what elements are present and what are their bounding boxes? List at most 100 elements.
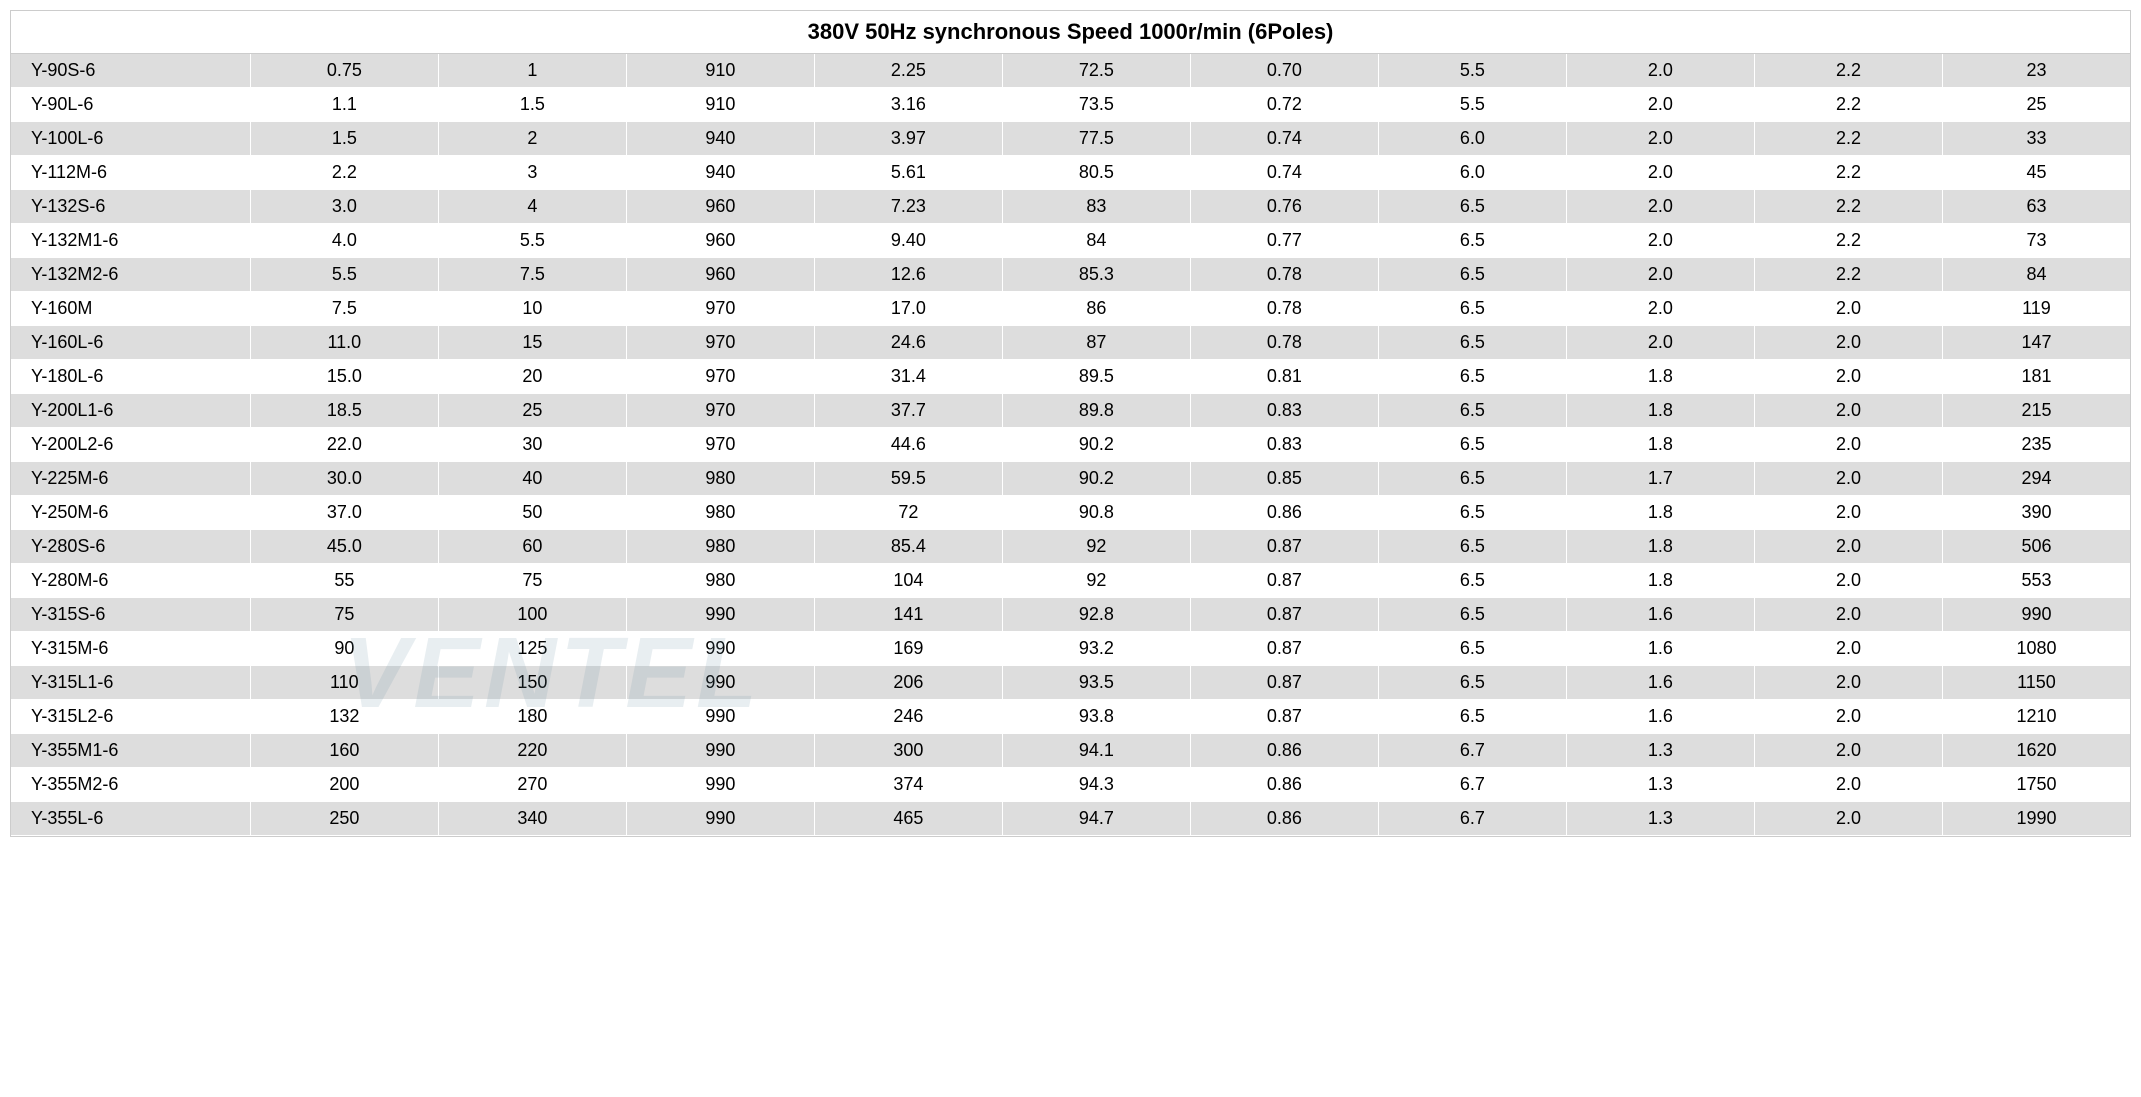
table-cell: 0.87 [1191,666,1379,699]
table-cell: 6.5 [1379,564,1567,597]
table-cell: 125 [439,632,627,665]
table-cell: 553 [1943,564,2130,597]
table-cell: 1080 [1943,632,2130,665]
table-cell: 246 [815,700,1003,733]
table-cell: Y-200L2-6 [11,428,251,461]
table-cell: 12.6 [815,258,1003,291]
table-row: Y-315L2-613218099024693.80.876.51.62.012… [11,700,2130,734]
table-cell: 6.5 [1379,224,1567,257]
table-cell: Y-225M-6 [11,462,251,495]
table-cell: 75 [251,598,439,631]
table-cell: 980 [627,496,815,529]
table-cell: 0.78 [1191,326,1379,359]
table-cell: 0.86 [1191,734,1379,767]
table-cell: Y-132M1-6 [11,224,251,257]
table-row: Y-280M-65575980104920.876.51.82.0553 [11,564,2130,598]
table-cell: 11.0 [251,326,439,359]
table-cell: 6.5 [1379,360,1567,393]
table-cell: 6.5 [1379,666,1567,699]
table-cell: 960 [627,258,815,291]
table-cell: 23 [1943,54,2130,87]
table-cell: 37.0 [251,496,439,529]
table-cell: 2.2 [251,156,439,189]
table-cell: 60 [439,530,627,563]
table-cell: 6.7 [1379,802,1567,835]
table-cell: 980 [627,564,815,597]
table-row: Y-250M-637.0509807290.80.866.51.82.0390 [11,496,2130,530]
table-row: Y-100L-61.529403.9777.50.746.02.02.233 [11,122,2130,156]
table-cell: Y-355L-6 [11,802,251,835]
table-cell: 119 [1943,292,2130,325]
table-cell: 20 [439,360,627,393]
table-cell: 3 [439,156,627,189]
table-cell: 0.74 [1191,122,1379,155]
table-cell: 1.8 [1567,394,1755,427]
table-cell: Y-315L2-6 [11,700,251,733]
table-cell: 6.5 [1379,258,1567,291]
table-row: Y-160L-611.01597024.6870.786.52.02.0147 [11,326,2130,360]
table-cell: 2.0 [1755,496,1943,529]
table-row: Y-160M7.51097017.0860.786.52.02.0119 [11,292,2130,326]
table-row: Y-200L1-618.52597037.789.80.836.51.82.02… [11,394,2130,428]
table-cell: Y-355M2-6 [11,768,251,801]
table-cell: 2.0 [1755,734,1943,767]
table-cell: 200 [251,768,439,801]
table-cell: 1.8 [1567,530,1755,563]
table-cell: 93.5 [1003,666,1191,699]
table-cell: Y-315S-6 [11,598,251,631]
table-cell: 1.6 [1567,598,1755,631]
table-cell: 6.5 [1379,496,1567,529]
motor-spec-table: 380V 50Hz synchronous Speed 1000r/min (6… [10,10,2131,837]
table-cell: 6.5 [1379,700,1567,733]
table-cell: 94.1 [1003,734,1191,767]
table-cell: 15.0 [251,360,439,393]
table-cell: 86 [1003,292,1191,325]
table-cell: 90.2 [1003,462,1191,495]
table-cell: 270 [439,768,627,801]
table-row: Y-315S-67510099014192.80.876.51.62.0990 [11,598,2130,632]
table-cell: 2.0 [1755,666,1943,699]
table-cell: 18.5 [251,394,439,427]
table-cell: 87 [1003,326,1191,359]
table-cell: 6.5 [1379,394,1567,427]
table-row: Y-315L1-611015099020693.50.876.51.62.011… [11,666,2130,700]
table-cell: Y-315L1-6 [11,666,251,699]
table-cell: 6.5 [1379,462,1567,495]
table-cell: 33 [1943,122,2130,155]
table-cell: 1.3 [1567,802,1755,835]
table-cell: 1.8 [1567,428,1755,461]
table-cell: 2.0 [1567,156,1755,189]
table-cell: 2.0 [1755,462,1943,495]
table-cell: 89.8 [1003,394,1191,427]
table-cell: 980 [627,530,815,563]
table-cell: 2.0 [1755,428,1943,461]
table-cell: 0.87 [1191,632,1379,665]
table-cell: 0.74 [1191,156,1379,189]
table-cell: 63 [1943,190,2130,223]
table-cell: 2.0 [1755,360,1943,393]
table-cell: 2.0 [1755,394,1943,427]
table-cell: 1.3 [1567,734,1755,767]
table-cell: Y-315M-6 [11,632,251,665]
table-cell: 960 [627,224,815,257]
table-cell: 100 [439,598,627,631]
table-cell: 0.85 [1191,462,1379,495]
table-cell: 2.2 [1755,54,1943,87]
table-cell: 910 [627,88,815,121]
table-cell: 40 [439,462,627,495]
table-cell: 2.2 [1755,122,1943,155]
table-cell: 15 [439,326,627,359]
table-cell: 2.0 [1567,326,1755,359]
table-cell: 0.86 [1191,496,1379,529]
table-cell: 89.5 [1003,360,1191,393]
table-cell: 960 [627,190,815,223]
table-cell: 1.8 [1567,564,1755,597]
table-cell: 970 [627,428,815,461]
table-cell: 465 [815,802,1003,835]
table-cell: 0.70 [1191,54,1379,87]
table-cell: Y-280S-6 [11,530,251,563]
table-cell: 990 [627,666,815,699]
table-cell: Y-180L-6 [11,360,251,393]
table-cell: Y-90L-6 [11,88,251,121]
table-cell: 990 [627,802,815,835]
